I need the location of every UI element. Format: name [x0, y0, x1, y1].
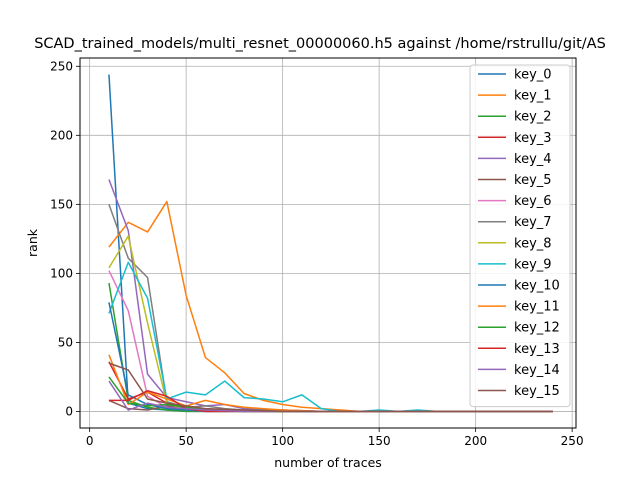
legend-label: key_9: [514, 257, 552, 272]
legend-label: key_8: [514, 236, 552, 251]
legend-label: key_3: [514, 131, 552, 146]
y-axis-label: rank: [25, 228, 40, 257]
x-tick-label: 250: [561, 434, 584, 448]
legend-label: key_4: [514, 152, 552, 167]
x-tick-label: 200: [464, 434, 487, 448]
x-tick-label: 0: [86, 434, 94, 448]
legend-label: key_1: [514, 89, 552, 104]
legend-label: key_11: [514, 300, 560, 315]
series-line-key-15: [108, 362, 553, 413]
legend-label: key_12: [514, 321, 560, 336]
legend-label: key_2: [514, 110, 552, 125]
y-tick-label: 50: [58, 335, 73, 349]
x-tick-label: 50: [179, 434, 194, 448]
legend: key_0 key_1 key_2 key_3 key_4 key_5 key_6 key_7…: [469, 64, 571, 408]
axis-ticks: 0 50 100 150 200 250 0 50 100 150 200 250: [50, 59, 583, 448]
y-tick-label: 150: [50, 197, 73, 211]
x-tick-label: 150: [368, 434, 391, 448]
x-axis-label: number of traces: [274, 455, 382, 470]
legend-label: key_15: [514, 384, 560, 399]
y-tick-label: 250: [50, 59, 73, 73]
chart-title: SCAD_trained_models/multi_resnet_0000006…: [34, 36, 606, 52]
y-tick-label: 200: [50, 128, 73, 142]
legend-label: key_5: [514, 173, 552, 188]
x-tick-label: 100: [271, 434, 294, 448]
legend-label: key_6: [514, 194, 552, 209]
legend-box: [469, 64, 571, 408]
y-tick-label: 0: [65, 404, 73, 418]
legend-label: key_7: [514, 215, 552, 230]
series-lines: [108, 74, 553, 413]
plot-frame: [79, 57, 577, 429]
legend-label: key_0: [514, 68, 552, 83]
legend-label: key_10: [514, 279, 560, 294]
legend-label: key_13: [514, 342, 560, 357]
legend-label: key_14: [514, 363, 560, 378]
y-tick-label: 100: [50, 266, 73, 280]
